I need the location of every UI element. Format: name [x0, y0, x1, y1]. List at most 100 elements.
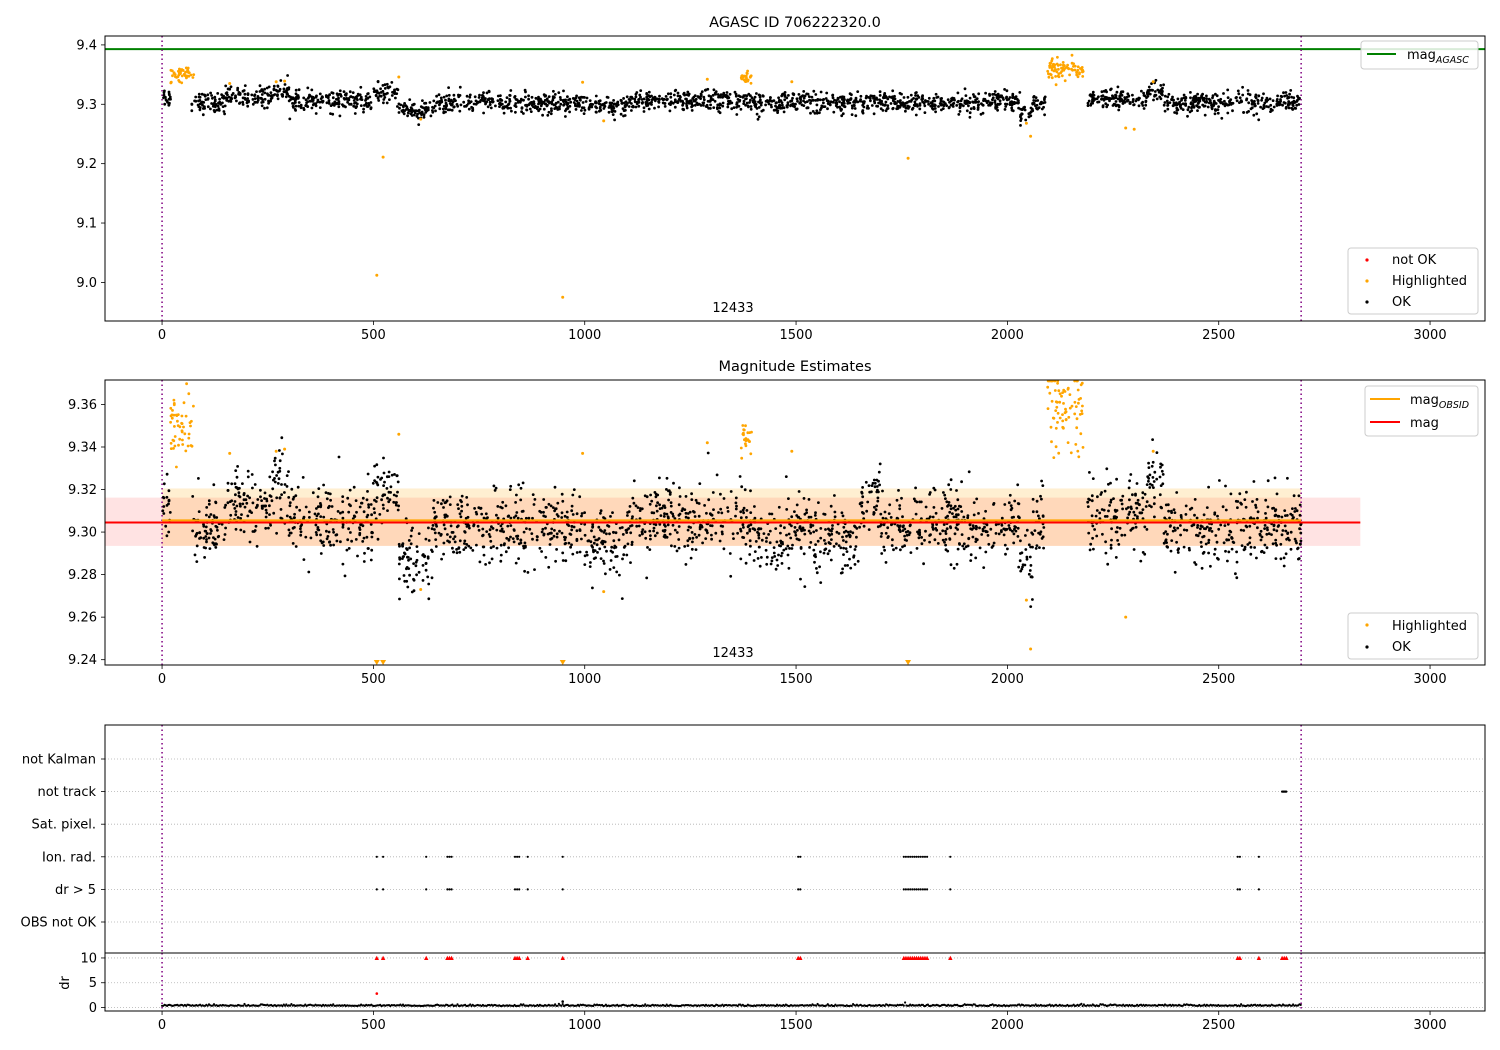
ok-point	[1170, 539, 1174, 542]
ok-point	[294, 96, 298, 100]
ok-point	[1128, 102, 1132, 105]
ok-point	[531, 516, 534, 520]
ok-point	[968, 96, 972, 100]
ok-point	[1029, 564, 1033, 567]
ok-point	[698, 102, 701, 106]
ok-point	[445, 94, 449, 98]
ok-point	[349, 95, 352, 99]
ok-point	[464, 104, 468, 108]
ok-point	[644, 536, 648, 540]
ok-point	[198, 108, 202, 112]
highlighted-point	[1081, 404, 1084, 408]
ok-point	[588, 99, 592, 102]
ok-point	[496, 516, 500, 520]
ok-point	[1153, 470, 1157, 474]
ok-point	[1221, 102, 1225, 106]
ok-point	[427, 526, 430, 530]
ok-point	[1242, 111, 1245, 114]
ok-point	[383, 96, 387, 99]
ok-point	[1155, 477, 1159, 481]
ok-point	[1205, 94, 1208, 98]
ok-point	[561, 551, 565, 555]
ok-point	[1213, 547, 1217, 551]
ok-point	[1259, 529, 1263, 533]
ok-point	[364, 95, 368, 98]
ok-point	[278, 449, 281, 452]
ok-point	[414, 564, 418, 568]
ok-point	[1223, 99, 1226, 103]
ok-point	[1193, 513, 1196, 517]
ok-point	[1134, 492, 1137, 496]
ok-point	[161, 509, 165, 513]
ok-point	[1199, 524, 1203, 528]
ok-point	[788, 547, 791, 550]
ok-point	[512, 516, 516, 519]
ok-point	[1262, 103, 1266, 107]
ok-point	[1249, 552, 1253, 556]
ok-point	[225, 98, 229, 101]
ok-point	[738, 475, 742, 478]
ok-point	[1033, 529, 1037, 532]
ok-point	[524, 516, 528, 520]
ok-point	[283, 90, 286, 94]
ok-point	[347, 510, 351, 514]
ok-point	[319, 533, 322, 537]
ok-point	[1008, 493, 1012, 497]
ok-point	[1286, 536, 1290, 540]
ok-point	[407, 539, 411, 542]
ok-point	[276, 85, 280, 88]
ok-point	[360, 98, 364, 101]
ok-point	[339, 94, 343, 98]
clipped-point-marker	[380, 660, 387, 665]
ok-point	[575, 99, 579, 103]
ok-point	[793, 530, 796, 533]
ok-point	[1035, 544, 1039, 547]
ok-point	[1161, 482, 1165, 486]
ok-point	[1273, 514, 1277, 518]
x-tick-label: 0	[158, 328, 166, 343]
ok-point	[506, 106, 510, 110]
ok-point	[1153, 515, 1156, 519]
ok-point	[318, 92, 322, 96]
ok-point	[879, 535, 883, 538]
ok-point	[787, 532, 791, 536]
ok-point	[713, 99, 717, 103]
ok-point	[204, 535, 208, 538]
ok-point	[1179, 103, 1183, 107]
ok-point	[362, 560, 366, 563]
ok-point	[977, 512, 980, 515]
ok-point	[267, 526, 270, 530]
ok-point	[880, 552, 884, 555]
ok-point	[848, 101, 852, 105]
ok-point	[1263, 527, 1266, 530]
ok-point	[808, 98, 811, 102]
ok-point	[602, 562, 606, 565]
ok-point	[729, 574, 733, 578]
highlighted-point	[1073, 400, 1077, 404]
ok-point	[955, 562, 959, 566]
ok-point	[753, 528, 757, 532]
ok-point	[719, 524, 723, 528]
ok-point	[392, 493, 396, 497]
ok-point	[646, 104, 650, 107]
ok-point	[553, 93, 557, 96]
ok-point	[227, 87, 230, 91]
ok-point	[680, 509, 684, 513]
highlighted-point	[186, 444, 190, 448]
highlighted-point	[1063, 67, 1067, 70]
ok-point	[540, 550, 543, 553]
ok-point	[322, 515, 326, 519]
ok-point	[672, 93, 676, 97]
ok-point	[862, 517, 866, 520]
ok-point	[325, 537, 329, 541]
ok-point	[431, 524, 435, 527]
ok-point	[390, 81, 394, 84]
ok-point	[879, 512, 883, 516]
ok-point	[675, 549, 679, 553]
ok-point	[722, 497, 726, 500]
highlighted-point	[749, 452, 753, 456]
ok-point	[339, 540, 342, 544]
ok-point	[944, 543, 947, 547]
ok-point	[1132, 103, 1136, 106]
ok-point	[370, 548, 374, 552]
